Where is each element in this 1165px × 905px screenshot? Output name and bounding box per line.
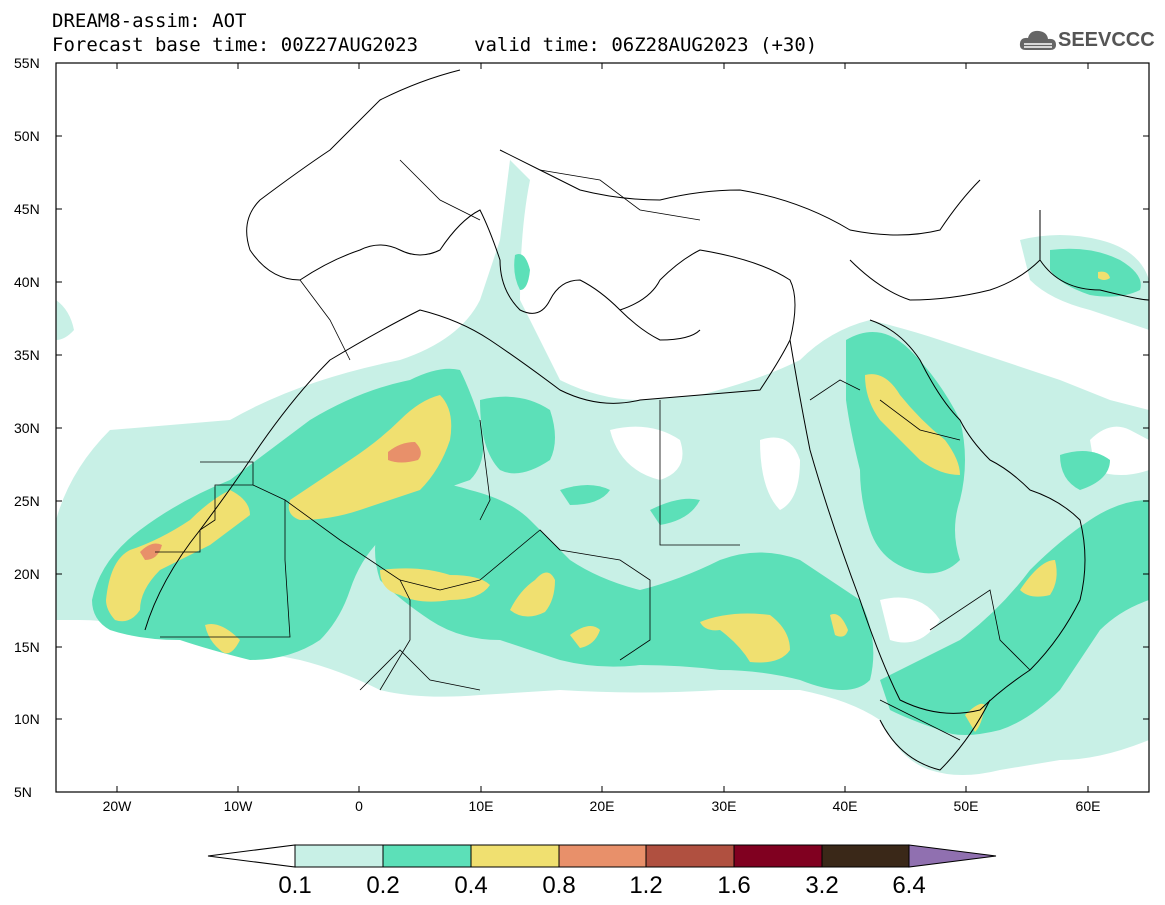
axis-ticks: [56, 62, 1149, 793]
colorbar-box-3-2: [821, 844, 910, 868]
colorbar-box-1-6: [733, 844, 823, 868]
aot-level-0-4: [1098, 271, 1110, 280]
lon-label: 0: [355, 798, 363, 814]
aot-level-0-4: [700, 613, 790, 663]
logo-text: SEEVCCC: [1058, 29, 1155, 51]
colorbar-label: 0.1: [278, 872, 312, 899]
colorbar-label: 0.4: [454, 872, 488, 899]
aot-level-0-4: [1020, 560, 1057, 597]
country-borders: [155, 159, 1031, 741]
lat-label: 5N: [14, 784, 32, 800]
colorbar-label: 3.2: [805, 872, 839, 899]
aot-level-0-2: [1050, 248, 1141, 297]
aot-level-0-8: [388, 442, 421, 463]
colorbar-box-0-4: [470, 844, 560, 868]
lon-label: 10W: [223, 798, 253, 814]
aot-level-0-4: [570, 626, 600, 648]
cloud-icon: [1019, 30, 1056, 50]
colorbar-box-0-8: [558, 844, 647, 868]
aot-level-0-2: [560, 485, 610, 505]
lat-label: 40N: [14, 274, 40, 290]
base-time: Forecast base time: 00Z27AUG2023: [52, 34, 419, 56]
valid-time: valid time: 06Z28AUG2023 (+30): [474, 34, 818, 56]
aot-level-0-2: [480, 396, 555, 474]
lat-label: 55N: [14, 55, 40, 71]
lat-label: 10N: [14, 711, 40, 727]
lat-label: 30N: [14, 420, 40, 436]
colorbar-right-arrow: [908, 844, 997, 868]
aot-level-0-2: [514, 254, 530, 290]
colorbar: [207, 844, 997, 868]
colorbar-label: 0.8: [542, 872, 576, 899]
aot-level-0-8: [140, 543, 162, 560]
lat-label: 15N: [14, 639, 40, 655]
lat-label: 50N: [14, 128, 40, 144]
lat-label: 35N: [14, 347, 40, 363]
aot-level-0-4: [380, 568, 490, 602]
colorbar-label: 1.2: [629, 872, 663, 899]
colorbar-left-arrow: [207, 844, 296, 868]
map-title: DREAM8-assim: AOT: [52, 10, 247, 32]
lon-label: 50E: [953, 798, 979, 814]
lon-label: 40E: [832, 798, 858, 814]
aot-field: [56, 160, 1149, 775]
aot-level-0-2: [650, 498, 700, 525]
lon-label: 20W: [102, 798, 132, 814]
colorbar-box-1-2: [645, 844, 735, 868]
lon-label: 30E: [711, 798, 737, 814]
coastlines: [144, 69, 1149, 771]
colorbar-box-0-2: [382, 844, 472, 868]
aot-level-0-1: [56, 300, 74, 340]
aot-level-0-4: [205, 624, 240, 654]
colorbar-label: 6.4: [892, 872, 926, 899]
lon-label: 10E: [468, 798, 494, 814]
colorbar-box-0-1: [294, 844, 384, 868]
aot-level-0-4: [965, 703, 985, 732]
aot-level-0-2: [1060, 451, 1110, 490]
lon-label: 20E: [589, 798, 615, 814]
aot-level-0-2: [880, 500, 1149, 735]
lat-label: 25N: [14, 493, 40, 509]
lat-label: 45N: [14, 201, 40, 217]
aot-level-0-4: [106, 490, 250, 622]
seevccc-logo: SEEVCCC: [1018, 24, 1155, 56]
aot-level-0-4: [288, 395, 452, 520]
lat-label: 20N: [14, 566, 40, 582]
colorbar-label: 0.2: [366, 872, 400, 899]
aot-level-0-4: [830, 614, 848, 637]
aot-level-0-4: [510, 572, 555, 617]
colorbar-label: 1.6: [717, 872, 751, 899]
forecast-times: Forecast base time: 00Z27AUG2023 valid ti…: [52, 34, 817, 56]
lon-label: 60E: [1075, 798, 1101, 814]
